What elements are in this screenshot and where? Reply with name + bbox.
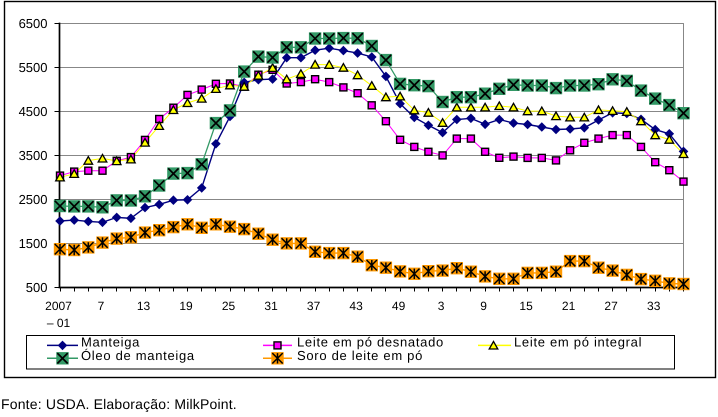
svg-text:27: 27 [604,299,618,313]
svg-text:9: 9 [480,299,487,313]
svg-text:Óleo de manteiga: Óleo de manteiga [81,348,195,363]
svg-text:1500: 1500 [19,236,48,251]
svg-text:Fonte: USDA. Elaboração: MilkP: Fonte: USDA. Elaboração: MilkPoint. [1,396,237,412]
svg-text:3500: 3500 [19,148,48,163]
svg-text:19: 19 [179,299,193,313]
svg-text:21: 21 [562,299,576,313]
svg-text:5500: 5500 [19,60,48,75]
svg-text:33: 33 [647,299,661,313]
svg-text:Leite em pó integral: Leite em pó integral [514,335,642,350]
svg-text:49: 49 [392,299,406,313]
svg-text:4500: 4500 [19,104,48,119]
svg-text:25: 25 [222,299,236,313]
svg-text:31: 31 [264,299,278,313]
svg-text:37: 37 [307,299,321,313]
svg-text:Manteiga: Manteiga [81,335,140,350]
svg-text:500: 500 [26,280,48,295]
svg-text:43: 43 [349,299,363,313]
svg-text:Leite em pó desnatado: Leite em pó desnatado [297,335,444,350]
svg-text:15: 15 [519,299,533,313]
svg-text:13: 13 [137,299,151,313]
svg-text:3: 3 [438,299,445,313]
svg-text:7: 7 [98,299,105,313]
svg-text:2500: 2500 [19,192,48,207]
svg-text:6500: 6500 [19,16,48,31]
svg-text:2007: 2007 [45,299,72,313]
svg-text:Soro de leite em pó: Soro de leite em pó [297,348,423,363]
svg-text:– 01: – 01 [47,316,71,330]
